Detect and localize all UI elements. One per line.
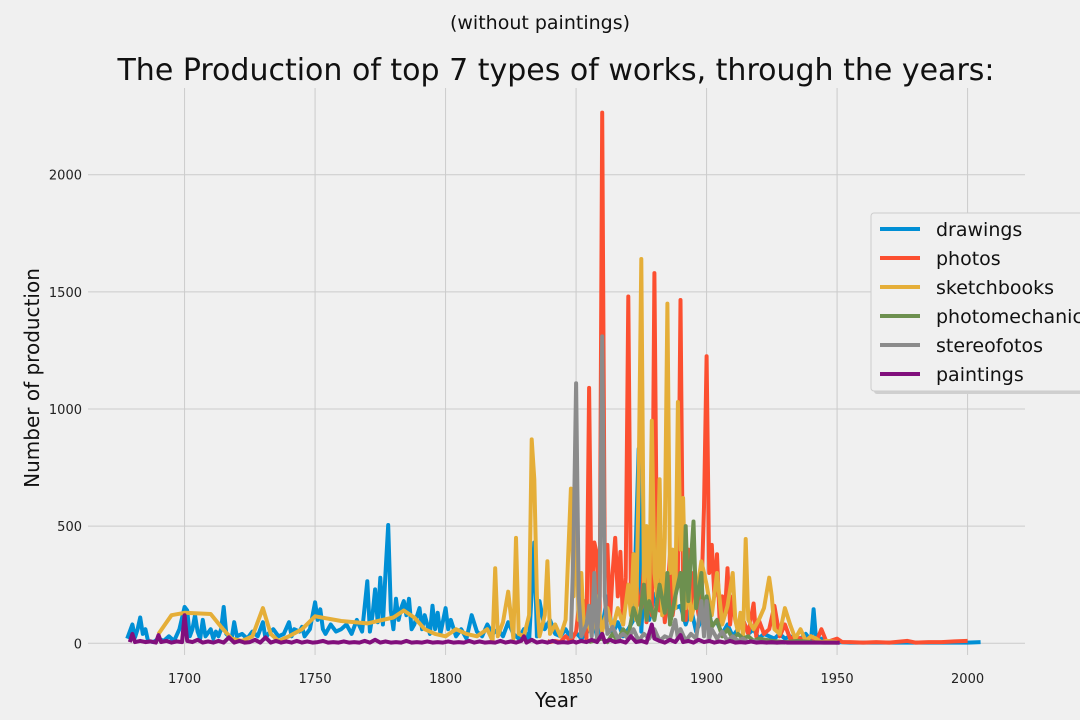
x-tick-label: 2000 <box>951 672 984 687</box>
series-lines <box>125 110 981 645</box>
y-axis-label: Number of production <box>20 268 44 488</box>
chart-title: The Production of top 7 types of works, … <box>116 53 994 88</box>
series-line-sketchbooks <box>156 257 838 645</box>
x-tick-label: 1950 <box>821 672 854 687</box>
legend-label-sketchbooks: sketchbooks <box>936 277 1054 299</box>
y-tick-label: 0 <box>74 637 82 652</box>
y-tick-label: 1500 <box>49 286 82 301</box>
legend-label-stereofotos: stereofotos <box>936 335 1043 357</box>
legend: drawings photos sketchbooks photomechanical… <box>870 212 1080 394</box>
y-tick-label: 1000 <box>49 403 82 418</box>
x-axis-label: Year <box>534 688 578 712</box>
x-tick-label: 1700 <box>168 672 201 687</box>
chart-subtitle: (without paintings) <box>450 12 630 34</box>
x-tick-label: 1850 <box>560 672 593 687</box>
legend-label-paintings: paintings <box>936 364 1024 386</box>
x-tick-label: 1750 <box>299 672 332 687</box>
axis-ticks: 1700 1750 1800 1850 1900 1950 2000 0 500 1000 1500… <box>49 169 984 687</box>
series-line-drawings <box>125 446 981 645</box>
x-tick-label: 1800 <box>429 672 462 687</box>
y-tick-label: 500 <box>57 520 82 535</box>
x-tick-label: 1900 <box>690 672 723 687</box>
legend-label-photos: photos <box>936 248 1001 270</box>
legend-label-photomechanical: photomechanical <box>936 306 1080 328</box>
legend-box <box>870 212 1080 392</box>
y-tick-label: 2000 <box>49 169 82 184</box>
legend-label-drawings: drawings <box>936 219 1022 241</box>
series-line-paintings <box>127 613 840 645</box>
